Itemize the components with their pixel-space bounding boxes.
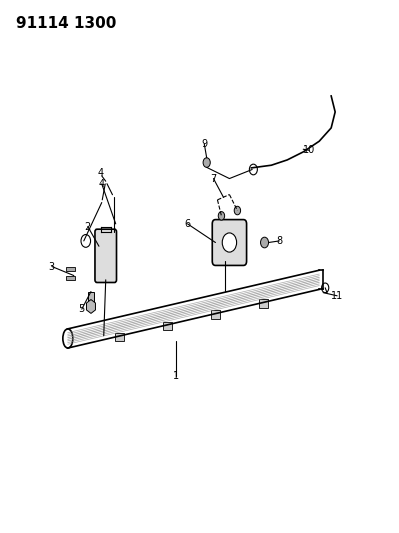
Text: 8: 8 [276, 236, 282, 246]
Text: 11: 11 [331, 291, 343, 301]
Bar [211, 310, 220, 319]
Circle shape [203, 158, 210, 167]
Circle shape [234, 206, 241, 215]
Bar [66, 266, 75, 271]
Bar [259, 299, 268, 308]
FancyBboxPatch shape [212, 220, 247, 265]
Circle shape [81, 235, 91, 247]
Bar [115, 333, 124, 341]
Text: 4: 4 [99, 179, 105, 189]
Text: 3: 3 [49, 262, 55, 271]
Circle shape [222, 233, 237, 252]
Circle shape [218, 212, 225, 220]
Text: 6: 6 [184, 219, 191, 229]
Text: 5: 5 [79, 304, 85, 314]
Circle shape [261, 237, 269, 248]
Circle shape [249, 164, 257, 175]
Text: 9: 9 [201, 139, 207, 149]
Text: 2: 2 [85, 222, 91, 231]
Bar [163, 321, 172, 330]
Text: 7: 7 [210, 174, 217, 183]
Bar [88, 292, 94, 306]
Text: 4: 4 [97, 168, 104, 177]
Text: 91114 1300: 91114 1300 [16, 16, 117, 31]
Circle shape [322, 283, 329, 293]
Text: 10: 10 [303, 146, 315, 155]
FancyBboxPatch shape [95, 229, 117, 282]
Bar [66, 276, 75, 280]
Text: 1: 1 [172, 371, 179, 381]
Ellipse shape [63, 329, 73, 348]
